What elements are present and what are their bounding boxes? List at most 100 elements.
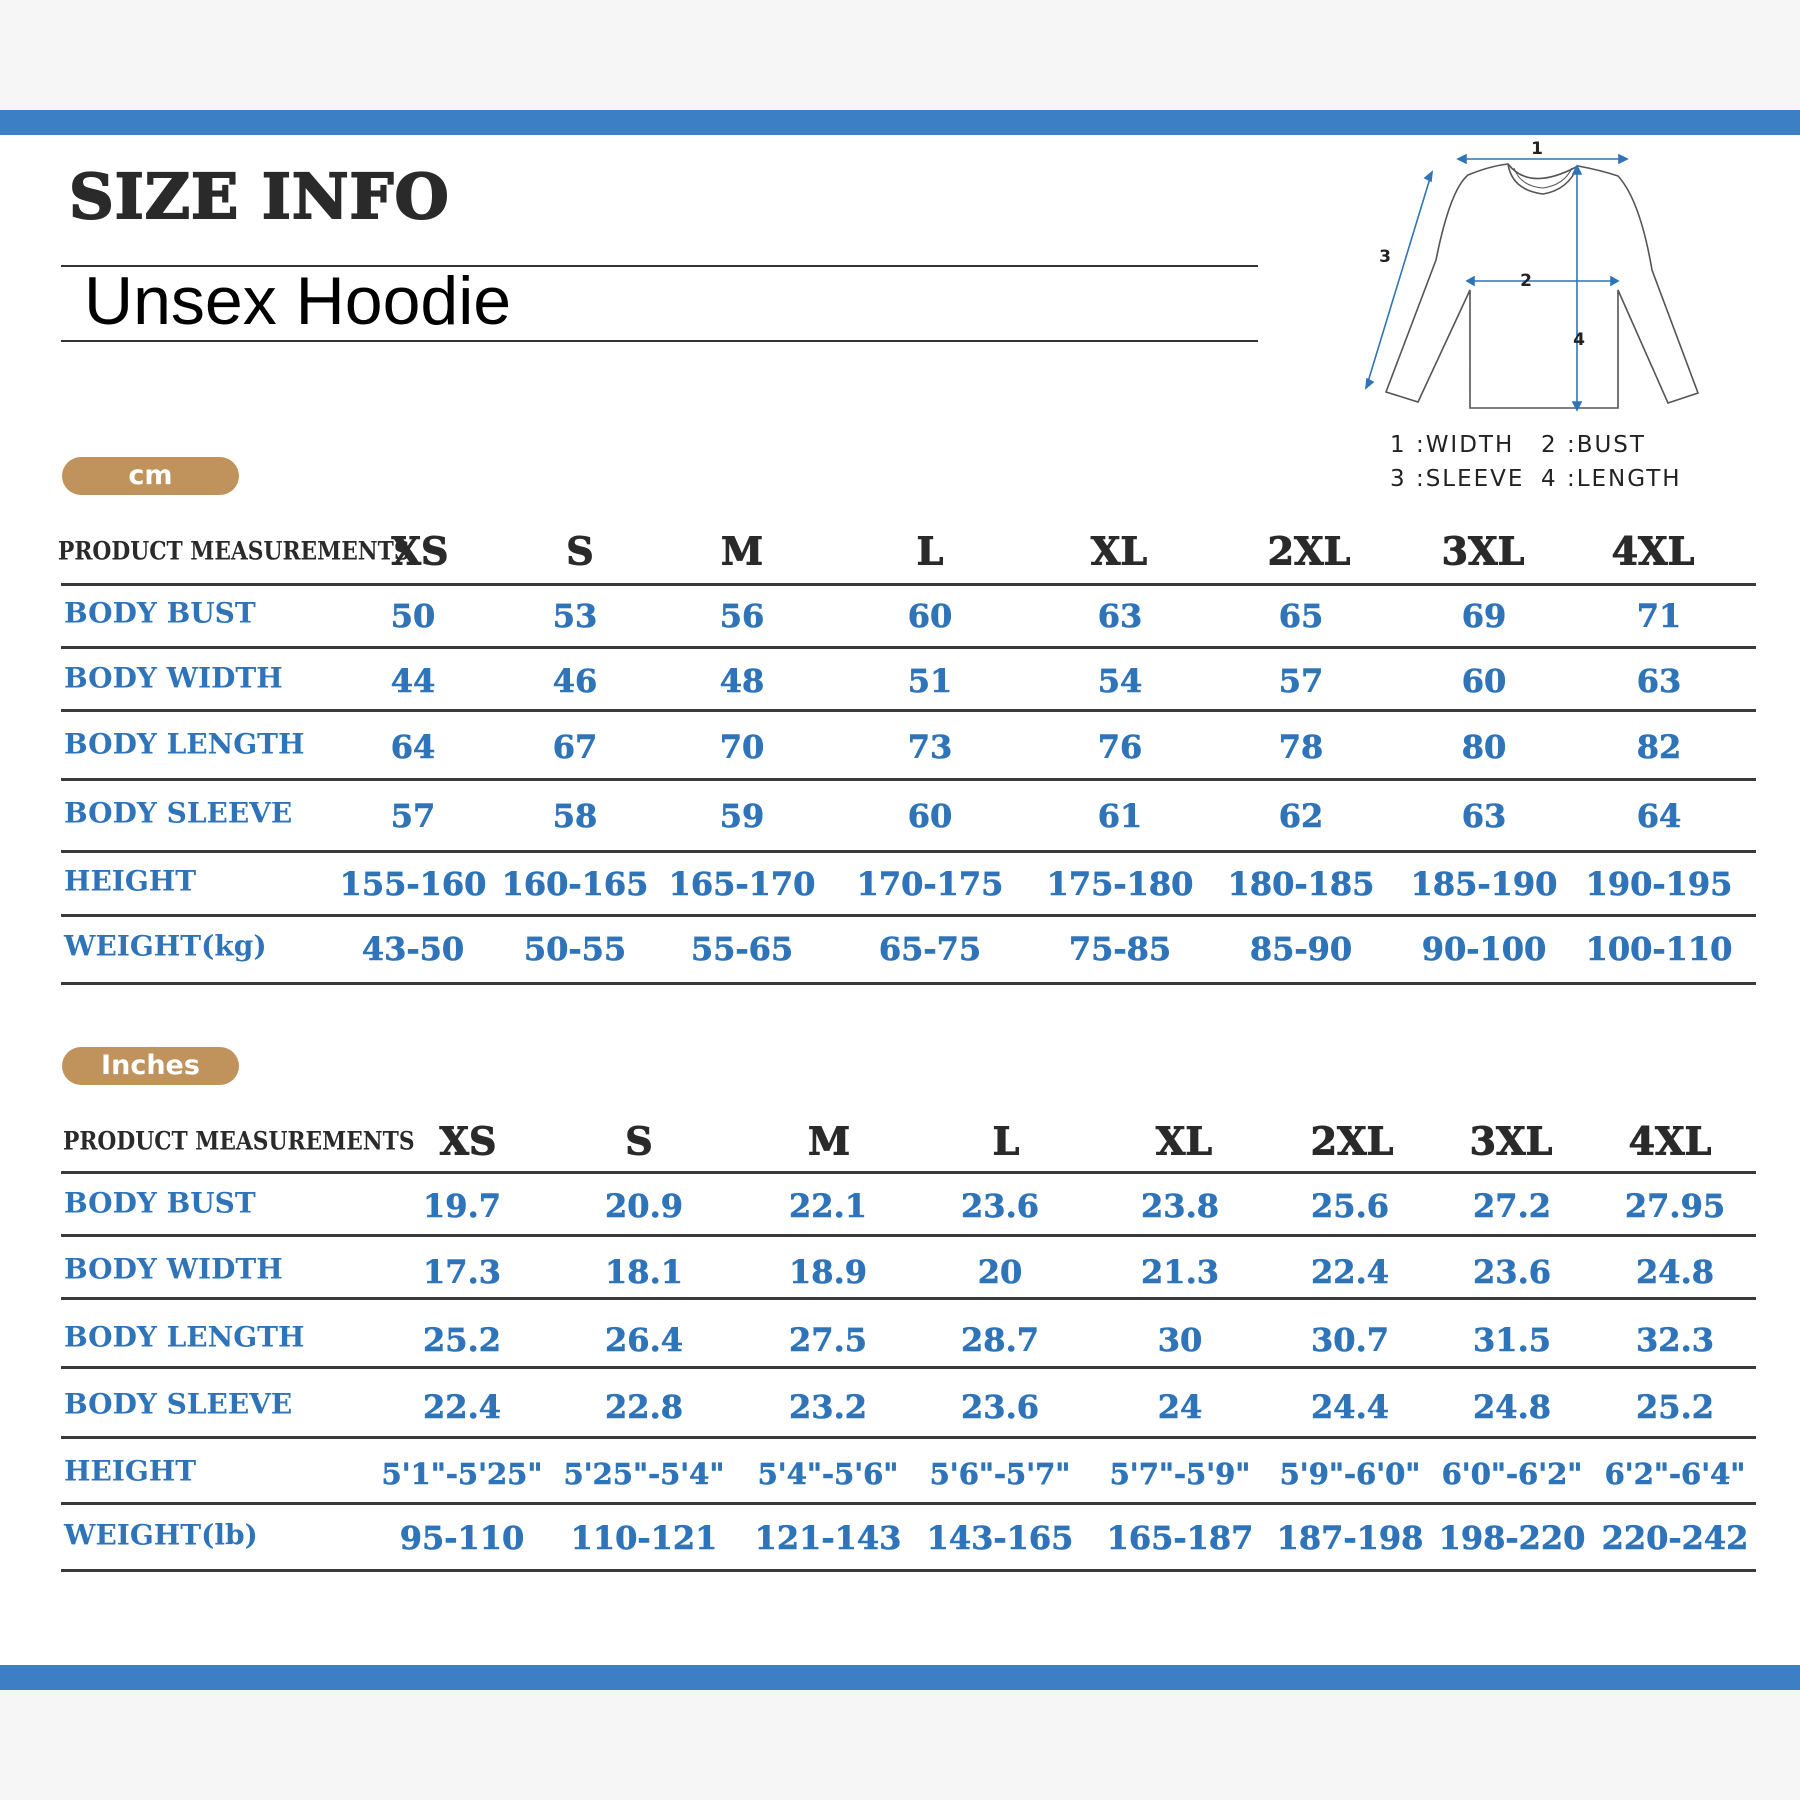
table-cell: 165-170 xyxy=(668,865,816,904)
table-cell: 76 xyxy=(1097,728,1143,767)
table-cell: 50 xyxy=(390,597,436,636)
table-cell: 23.8 xyxy=(1141,1187,1220,1226)
legend-width: 1 :WIDTH xyxy=(1390,432,1515,458)
table-cell: 80 xyxy=(1461,728,1507,767)
size-chart-sheet xyxy=(0,135,1800,1665)
table-cell: 64 xyxy=(1636,797,1682,836)
marker-length: 4 xyxy=(1573,330,1585,350)
table-cell: 5'7"-5'9" xyxy=(1109,1457,1251,1492)
unit-badge-cm: cm xyxy=(62,457,239,495)
table-cell: 220-242 xyxy=(1601,1519,1749,1558)
table-cell: 20.9 xyxy=(605,1187,684,1226)
table-cell: 25.2 xyxy=(1636,1388,1715,1427)
size-header: 3XL xyxy=(1469,1118,1553,1164)
table-cell: 25.2 xyxy=(423,1321,502,1360)
size-header: M xyxy=(807,1118,851,1164)
table-cell: 27.2 xyxy=(1473,1187,1552,1226)
table-cell: 56 xyxy=(719,597,765,636)
table-cell: 187-198 xyxy=(1276,1519,1424,1558)
table-cell: 78 xyxy=(1278,728,1324,767)
top-accent-bar xyxy=(0,110,1800,135)
table-cell: 60 xyxy=(907,597,953,636)
table-cell: 20 xyxy=(977,1253,1023,1292)
table-cell: 44 xyxy=(390,662,436,701)
table-cell: 5'6"-5'7" xyxy=(929,1457,1071,1492)
table-cell: 22.4 xyxy=(423,1388,502,1427)
table-cell: 71 xyxy=(1636,597,1682,636)
marker-bust: 2 xyxy=(1520,271,1532,291)
table-cell: 175-180 xyxy=(1046,865,1194,904)
row-label: BODY LENGTH xyxy=(64,1320,305,1354)
table-cell: 53 xyxy=(552,597,598,636)
table-cell: 18.9 xyxy=(789,1253,868,1292)
table-cell: 90-100 xyxy=(1421,930,1547,969)
table-cell: 59 xyxy=(719,797,765,836)
table-cell: 110-121 xyxy=(570,1519,718,1558)
table-cell: 22.4 xyxy=(1311,1253,1390,1292)
row-label: BODY WIDTH xyxy=(64,1252,283,1286)
table-cell: 51 xyxy=(907,662,953,701)
table-cell: 27.5 xyxy=(789,1321,868,1360)
table-cell: 143-165 xyxy=(926,1519,1074,1558)
table-cell: 61 xyxy=(1097,797,1143,836)
table-cell: 58 xyxy=(552,797,598,836)
row-label: BODY BUST xyxy=(64,1186,256,1220)
row-label: WEIGHT(lb) xyxy=(64,1518,258,1552)
table-cell: 24.4 xyxy=(1311,1388,1390,1427)
table-cell: 75-85 xyxy=(1068,930,1172,969)
table-cell: 121-143 xyxy=(754,1519,902,1558)
size-header: 4XL xyxy=(1628,1118,1712,1164)
table-cell: 30.7 xyxy=(1311,1321,1390,1360)
table-cell: 24 xyxy=(1157,1388,1203,1427)
table-cell: 155-160 xyxy=(339,865,487,904)
row-label: HEIGHT xyxy=(64,1454,197,1488)
size-header: XL xyxy=(1155,1118,1213,1164)
table-cell: 54 xyxy=(1097,662,1143,701)
table-cell: 57 xyxy=(390,797,436,836)
row-divider xyxy=(61,1234,1756,1237)
size-header: S xyxy=(566,528,594,574)
table-cell: 95-110 xyxy=(399,1519,525,1558)
table-cell: 63 xyxy=(1097,597,1143,636)
table-cell: 100-110 xyxy=(1585,930,1733,969)
table-cell: 85-90 xyxy=(1249,930,1353,969)
row-divider xyxy=(61,1569,1756,1572)
row-divider xyxy=(61,982,1756,985)
row-divider xyxy=(61,1502,1756,1505)
row-label: HEIGHT xyxy=(64,864,197,898)
row-divider xyxy=(61,778,1756,781)
row-divider xyxy=(61,1436,1756,1439)
table-cell: 28.7 xyxy=(961,1321,1040,1360)
product-name: Unsex Hoodie xyxy=(84,263,512,339)
unit-badge-inches: Inches xyxy=(62,1047,239,1085)
table-cell: 27.95 xyxy=(1624,1187,1726,1226)
table-cell: 50-55 xyxy=(523,930,627,969)
table-cell: 62 xyxy=(1278,797,1324,836)
page-title: SIZE INFO xyxy=(68,159,450,234)
table-cell: 22.8 xyxy=(605,1388,684,1427)
table-cell: 32.3 xyxy=(1636,1321,1715,1360)
table-cell: 25.6 xyxy=(1311,1187,1390,1226)
table-cell: 30 xyxy=(1157,1321,1203,1360)
table-cell: 6'0"-6'2" xyxy=(1441,1457,1583,1492)
table-cell: 48 xyxy=(719,662,765,701)
size-header: S xyxy=(625,1118,653,1164)
long-sleeve-shirt-diagram-icon: 1 2 3 4 1 :WIDTH 2 :BUST 3 :SLEEVE 4 :LE… xyxy=(1340,130,1720,500)
size-header: 3XL xyxy=(1441,528,1525,574)
table-cell: 64 xyxy=(390,728,436,767)
table-cell: 63 xyxy=(1636,662,1682,701)
table-cell: 5'25"-5'4" xyxy=(563,1457,725,1492)
table-cell: 23.2 xyxy=(789,1388,868,1427)
divider xyxy=(61,340,1258,342)
table-cell: 65 xyxy=(1278,597,1324,636)
table-cell: 24.8 xyxy=(1636,1253,1715,1292)
row-label: BODY SLEEVE xyxy=(64,796,293,830)
table-cell: 17.3 xyxy=(423,1253,502,1292)
row-divider xyxy=(61,1171,1756,1174)
table-cell: 165-187 xyxy=(1106,1519,1254,1558)
size-header: XS xyxy=(439,1118,497,1164)
size-header: L xyxy=(992,1118,1020,1164)
table-cell: 69 xyxy=(1461,597,1507,636)
table-cell: 5'9"-6'0" xyxy=(1279,1457,1421,1492)
row-divider xyxy=(61,646,1756,649)
